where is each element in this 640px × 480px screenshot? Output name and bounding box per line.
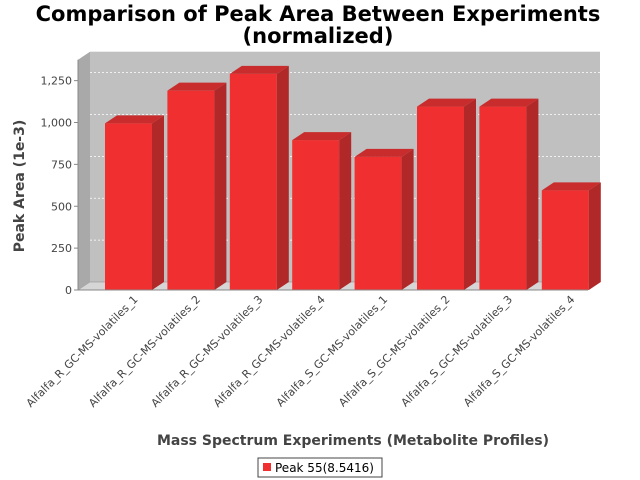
bar-side — [214, 82, 227, 290]
bar-front — [167, 90, 215, 290]
x-tick-label: Alfalfa_S_GC-MS-volatiles_2 — [336, 293, 452, 409]
plot-left-wall — [78, 51, 90, 290]
x-tick-label: Alfalfa_S_GC-MS-volatiles_4 — [461, 293, 577, 409]
legend-swatch — [263, 463, 271, 471]
x-tick-label: Alfalfa_R_GC-MS-volatiles_2 — [86, 293, 203, 410]
bar — [167, 82, 227, 290]
y-tick-label: 0 — [65, 284, 72, 297]
bar-front — [541, 190, 589, 290]
y-axis-label: Peak Area (1e-3) — [12, 120, 28, 253]
y-tick-label: 500 — [51, 200, 72, 213]
bar-front — [479, 106, 527, 291]
bar-side — [339, 132, 352, 290]
bar-side — [276, 65, 289, 290]
x-tick-label: Alfalfa_R_GC-MS-volatiles_1 — [24, 293, 141, 410]
bar-front — [292, 140, 340, 290]
x-axis: Alfalfa_R_GC-MS-volatiles_1Alfalfa_R_GC-… — [24, 289, 588, 410]
y-tick-label: 750 — [51, 158, 72, 171]
bar-front — [354, 156, 402, 290]
bar-top — [105, 115, 164, 124]
bar — [479, 98, 539, 291]
bar-side — [588, 182, 601, 290]
legend-box — [257, 457, 383, 478]
bar-top — [479, 98, 539, 107]
bar-side — [464, 98, 476, 291]
bar — [354, 148, 414, 290]
bar-side — [526, 98, 539, 291]
bar — [229, 65, 289, 290]
chart-title: Comparison of Peak Area Between Experime… — [36, 2, 601, 48]
y-tick-label: 1,250 — [41, 75, 73, 88]
bar-front — [105, 123, 152, 291]
x-axis-label: Mass Spectrum Experiments (Metabolite Pr… — [157, 433, 549, 449]
bar-top — [167, 82, 227, 91]
y-axis: 0 250 500 750 1,000 1,250 — [41, 59, 79, 297]
bar — [105, 115, 164, 291]
bar-front — [229, 73, 277, 290]
bar — [417, 98, 476, 291]
legend: Peak 55(8.5416) — [257, 457, 383, 478]
bar-side — [401, 148, 414, 290]
bar — [292, 132, 352, 290]
y-tick-label: 1,000 — [41, 117, 73, 130]
bar-top — [541, 182, 601, 191]
x-tick-label: Alfalfa_R_GC-MS-volatiles_4 — [211, 293, 328, 410]
x-tick-label: Alfalfa_S_GC-MS-volatiles_1 — [274, 293, 390, 409]
bar-top — [229, 65, 289, 74]
bar — [541, 182, 601, 290]
bar-front — [417, 106, 464, 291]
x-tick-label: Alfalfa_S_GC-MS-volatiles_3 — [399, 293, 515, 409]
bar-top — [354, 148, 414, 157]
legend-entry: Peak 55(8.5416) — [275, 461, 374, 475]
chart-title-line-1: Comparison of Peak Area Between Experime… — [36, 2, 601, 26]
bar-top — [292, 132, 352, 141]
bar-top — [417, 98, 476, 107]
bar-side — [152, 115, 164, 291]
x-tick-label: Alfalfa_R_GC-MS-volatiles_3 — [149, 293, 266, 410]
chart-title-line-2: (normalized) — [243, 24, 394, 48]
bars — [105, 65, 601, 291]
y-tick-label: 250 — [51, 242, 72, 255]
